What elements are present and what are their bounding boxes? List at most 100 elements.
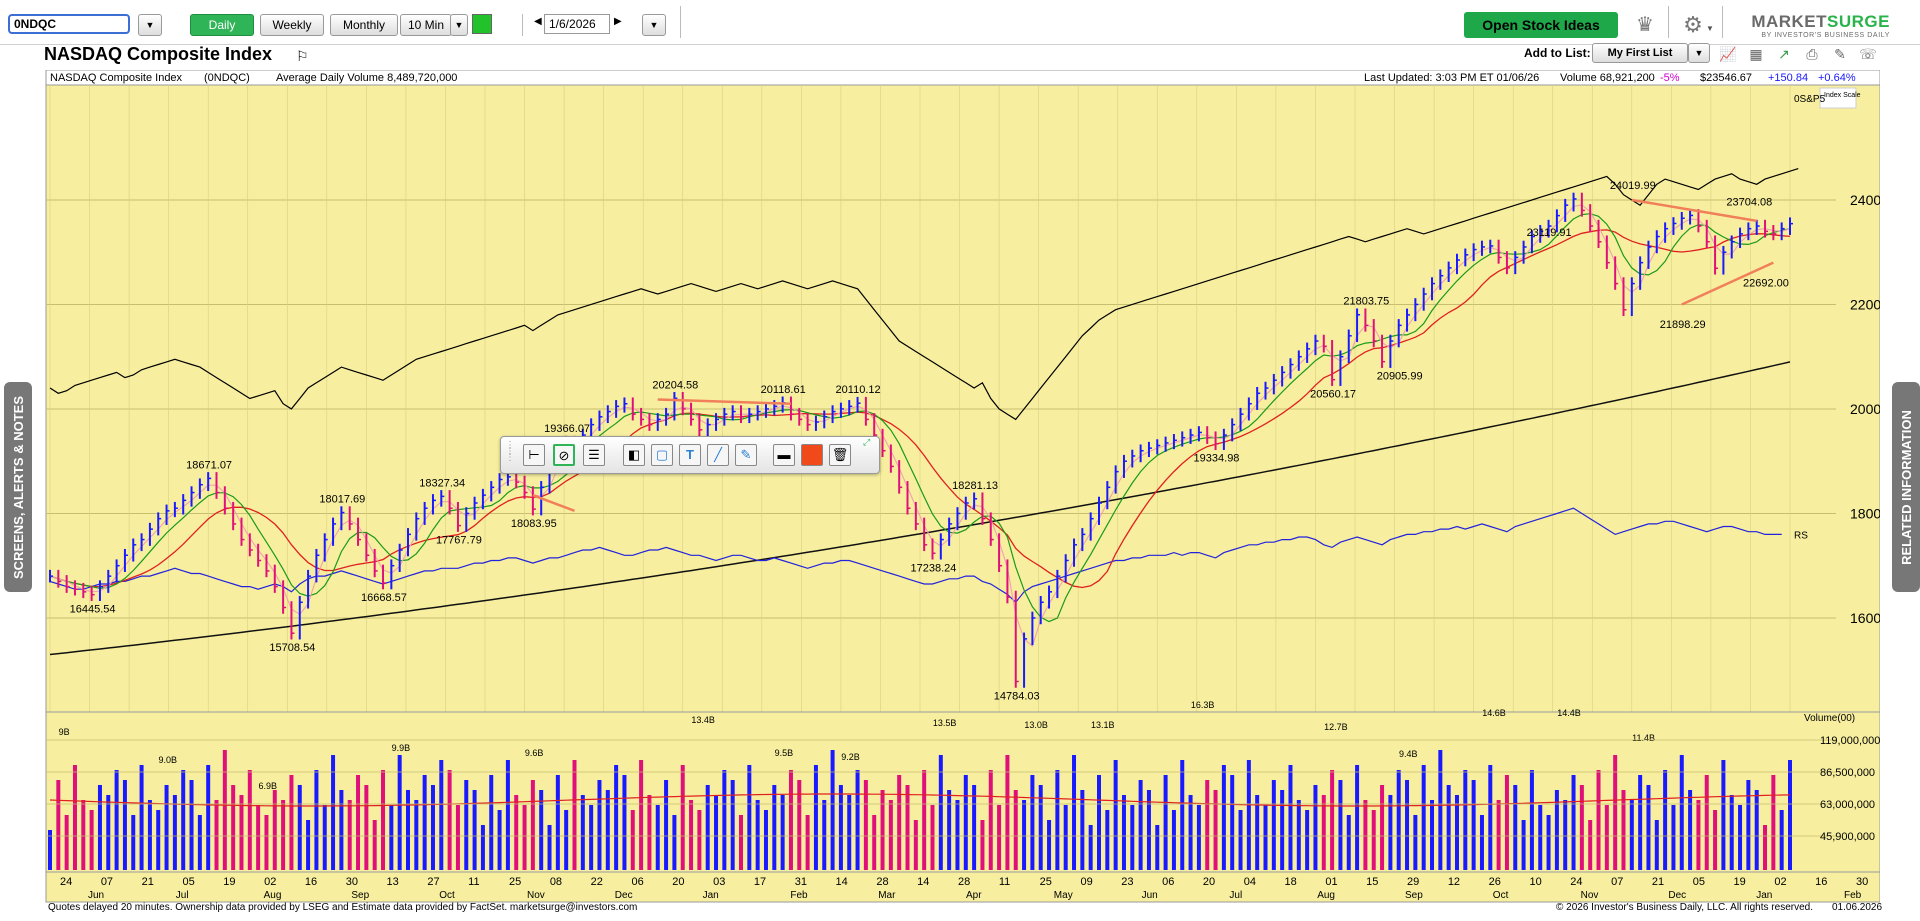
- list-tool-icon[interactable]: ☰: [583, 444, 605, 466]
- price-chart[interactable]: NASDAQ Composite Index (0NDQC) Average D…: [44, 70, 1880, 906]
- x-month-label: Aug: [264, 890, 282, 901]
- price-panel-bg: [45, 84, 1880, 713]
- volume-annotation: 13.0B: [1024, 720, 1048, 730]
- list-dropdown-button[interactable]: ▼: [1688, 43, 1710, 63]
- x-tick-label: 21: [1652, 876, 1664, 888]
- tools-icon[interactable]: ✎: [1834, 46, 1846, 62]
- overlay-labels: 0S&P5 RS: [1794, 94, 1826, 541]
- volume-bar: [755, 800, 760, 870]
- sp500-overlay-label: 0S&P5: [1794, 94, 1826, 105]
- screens-alerts-notes-tab[interactable]: SCREENS, ALERTS & NOTES: [4, 382, 32, 592]
- open-stock-ideas-button[interactable]: Open Stock Ideas: [1464, 12, 1618, 38]
- interval-dropdown-button[interactable]: ▼: [450, 14, 468, 36]
- volume-bar: [1030, 775, 1035, 870]
- x-tick-label: 22: [591, 876, 603, 888]
- paint-tool-icon[interactable]: ◧: [623, 444, 645, 466]
- volume-bar: [522, 805, 527, 870]
- price-annotation: 17238.24: [910, 562, 956, 574]
- volume-bar: [1454, 795, 1459, 870]
- symbol-input[interactable]: [8, 14, 130, 34]
- prev-date-arrow[interactable]: ◀: [534, 16, 542, 27]
- toolbar-divider: [680, 6, 681, 38]
- volume-bar: [1696, 800, 1701, 870]
- volume-bar: [347, 800, 352, 870]
- daily-button[interactable]: Daily: [190, 14, 254, 36]
- volume-bar: [1338, 780, 1343, 870]
- symbol-dropdown-button[interactable]: ▼: [138, 14, 162, 36]
- footer-date: 01.06.2026: [1832, 902, 1883, 913]
- volume-bar: [81, 800, 86, 870]
- list-select[interactable]: My First List: [1592, 43, 1688, 63]
- text-tool-icon[interactable]: T: [679, 444, 701, 466]
- trophy-icon[interactable]: ♛: [1636, 14, 1654, 36]
- pen-tool-icon[interactable]: ✎: [735, 444, 757, 466]
- x-tick-label: 20: [1203, 876, 1215, 888]
- ma-21-line: [49, 213, 1791, 623]
- x-tick-label: 14: [917, 876, 929, 888]
- crosshair-tool-icon[interactable]: ⊢: [523, 444, 545, 466]
- chart-svg[interactable]: NASDAQ Composite Index (0NDQC) Average D…: [44, 70, 1880, 906]
- disable-tool-icon[interactable]: ⊘: [553, 444, 575, 466]
- x-tick-label: 30: [1856, 876, 1868, 888]
- next-date-arrow[interactable]: ▶: [614, 16, 622, 27]
- volume-bar: [106, 795, 111, 870]
- volume-bar: [1280, 790, 1285, 870]
- toolbar-divider: [522, 14, 523, 36]
- volume-bar: [472, 790, 477, 870]
- interval-button[interactable]: 10 Min: [400, 14, 452, 36]
- settings-gear-icon[interactable]: ⚙: [1683, 12, 1703, 37]
- x-month-label: May: [1054, 890, 1073, 901]
- volume-bar: [89, 810, 94, 870]
- x-axis: 24 07 21 05 19 02 16 30 13 27 11 25 08 22 06 20 03 17 31 14…: [60, 876, 1868, 901]
- volume-bar: [1080, 790, 1085, 870]
- settings-dropdown-icon[interactable]: ▼: [1706, 24, 1714, 33]
- volume-bar: [1330, 770, 1335, 870]
- volume-bars: [48, 750, 1792, 870]
- volume-bar: [1121, 795, 1126, 870]
- top-toolbar: ▼ Daily Weekly Monthly 10 Min ▼ ◀ ▶ ▼ Op…: [0, 0, 1920, 45]
- volume-bar: [1513, 785, 1518, 870]
- flag-icon[interactable]: ⚐: [296, 48, 309, 64]
- print-icon[interactable]: ⎙: [1806, 46, 1818, 62]
- volume-bar: [863, 780, 868, 870]
- chart-type-icon[interactable]: 📈: [1719, 46, 1737, 62]
- line-weight-icon[interactable]: ▬: [773, 444, 795, 466]
- volume-bar: [1088, 825, 1093, 870]
- volume-bar: [1146, 790, 1151, 870]
- volume-bar: [955, 800, 960, 870]
- date-dropdown-button[interactable]: ▼: [642, 14, 666, 36]
- monthly-button[interactable]: Monthly: [330, 14, 398, 36]
- volume-bar: [780, 795, 785, 870]
- rectangle-tool-icon[interactable]: ▢: [651, 444, 673, 466]
- volume-bar: [1629, 800, 1634, 870]
- x-tick-label: 10: [1529, 876, 1541, 888]
- related-information-tab[interactable]: RELATED INFORMATION: [1892, 382, 1920, 592]
- weekly-button[interactable]: Weekly: [260, 14, 324, 36]
- live-indicator[interactable]: [472, 14, 492, 34]
- color-swatch-icon[interactable]: [801, 444, 823, 466]
- volume-bar: [48, 830, 52, 870]
- volume-bar: [297, 785, 302, 870]
- date-input[interactable]: [544, 14, 610, 34]
- drawing-toolbar[interactable]: ⋮ ⋮ ⋮ ⊢ ⊘ ☰ ◧ ▢ T ╱ ✎ ▬ 🗑 ⤢: [500, 436, 880, 474]
- line-tool-icon[interactable]: ╱: [707, 444, 729, 466]
- x-tick-label: 18: [1285, 876, 1297, 888]
- price-annotation: 22692.00: [1743, 277, 1789, 289]
- layout-grid-icon[interactable]: ▦: [1749, 46, 1763, 62]
- volume-bar: [1096, 775, 1101, 870]
- x-tick-label: 02: [1774, 876, 1786, 888]
- trash-icon[interactable]: 🗑: [829, 444, 851, 466]
- drag-handle-icon[interactable]: ⋮ ⋮ ⋮: [505, 440, 515, 463]
- expand-icon[interactable]: ⤢: [863, 437, 871, 447]
- volume-bar: [739, 815, 744, 870]
- x-tick-label: 25: [509, 876, 521, 888]
- volume-bar: [131, 815, 136, 870]
- volume-bar: [1738, 805, 1743, 870]
- phone-icon[interactable]: ☏: [1859, 46, 1877, 62]
- trend-chart-icon[interactable]: ↗: [1778, 46, 1790, 62]
- x-tick-label: 07: [1611, 876, 1623, 888]
- volume-bar: [938, 755, 943, 870]
- x-month-label: Jul: [176, 890, 189, 901]
- volume-bar: [972, 785, 977, 870]
